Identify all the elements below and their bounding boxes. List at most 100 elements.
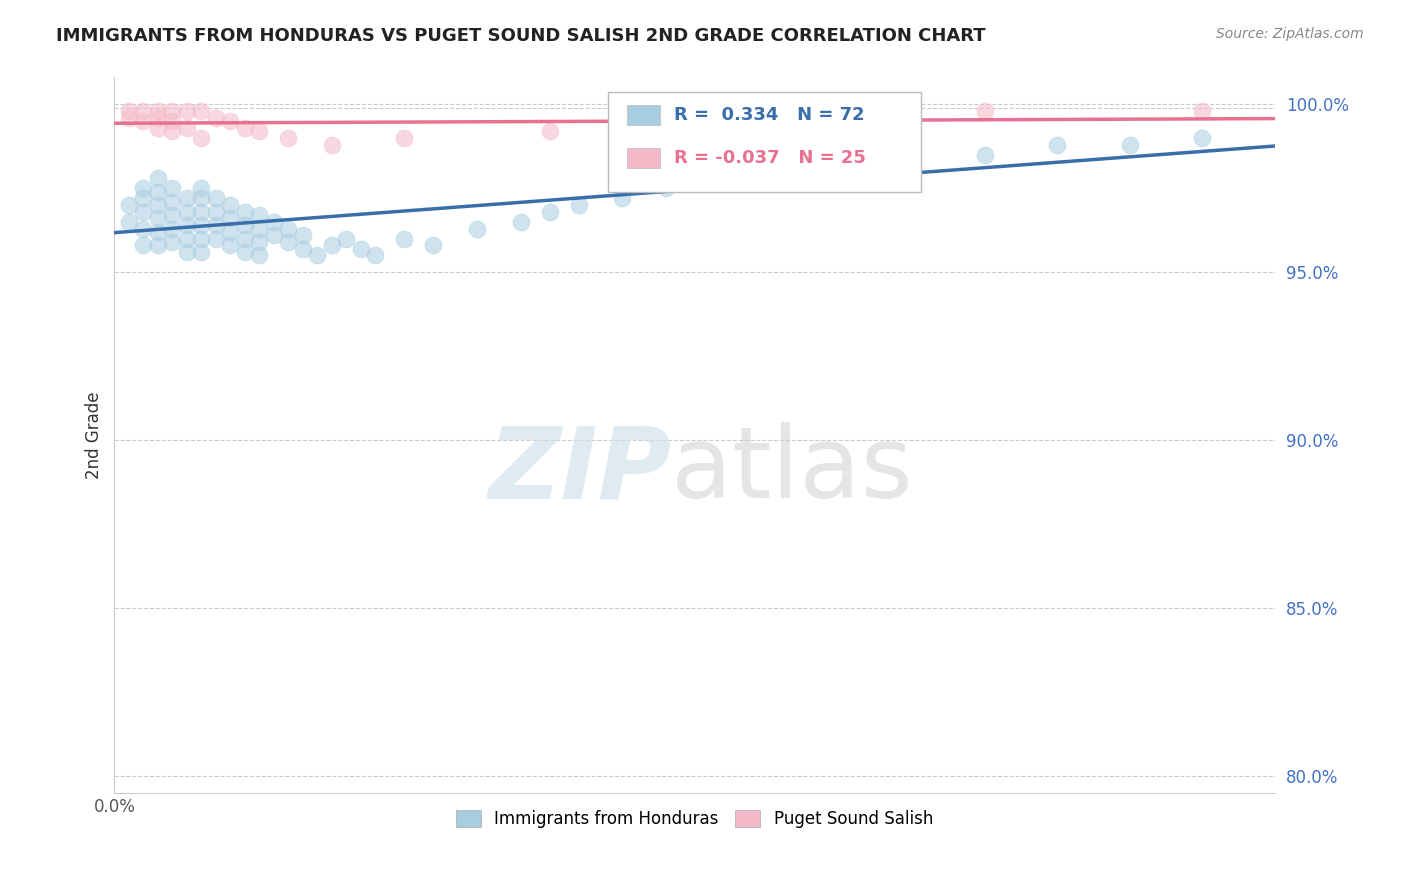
Point bbox=[538, 204, 561, 219]
Point bbox=[219, 225, 242, 239]
Point bbox=[1191, 131, 1213, 145]
Point bbox=[132, 114, 155, 128]
Point bbox=[118, 198, 141, 212]
Point bbox=[118, 111, 141, 125]
Point bbox=[394, 232, 416, 246]
Point bbox=[205, 204, 228, 219]
Point bbox=[610, 191, 633, 205]
Point bbox=[132, 103, 155, 118]
Point bbox=[756, 164, 779, 178]
Point bbox=[901, 147, 924, 161]
Point bbox=[219, 198, 242, 212]
Point bbox=[118, 215, 141, 229]
Point bbox=[190, 218, 212, 232]
Point bbox=[162, 194, 184, 209]
Point bbox=[190, 232, 212, 246]
Point bbox=[176, 191, 198, 205]
Point bbox=[307, 248, 329, 262]
Point bbox=[422, 238, 444, 252]
Point bbox=[1046, 137, 1069, 152]
Point bbox=[973, 147, 995, 161]
Point bbox=[465, 221, 488, 235]
Point bbox=[162, 114, 184, 128]
Bar bbox=[627, 148, 659, 169]
Point bbox=[162, 103, 184, 118]
Point bbox=[162, 235, 184, 249]
Text: atlas: atlas bbox=[671, 422, 912, 519]
Point bbox=[190, 191, 212, 205]
Point bbox=[394, 131, 416, 145]
Point bbox=[176, 103, 198, 118]
Point bbox=[219, 211, 242, 226]
Point bbox=[800, 114, 823, 128]
Text: R =  0.334   N = 72: R = 0.334 N = 72 bbox=[673, 106, 865, 124]
Point bbox=[277, 221, 299, 235]
Point bbox=[176, 218, 198, 232]
FancyBboxPatch shape bbox=[607, 92, 921, 192]
Point bbox=[205, 232, 228, 246]
Point bbox=[146, 211, 169, 226]
Y-axis label: 2nd Grade: 2nd Grade bbox=[86, 392, 103, 479]
Text: R = -0.037   N = 25: R = -0.037 N = 25 bbox=[673, 149, 866, 168]
Point bbox=[277, 131, 299, 145]
Point bbox=[321, 238, 343, 252]
Point bbox=[190, 204, 212, 219]
Point bbox=[190, 103, 212, 118]
Point bbox=[249, 208, 271, 222]
Point bbox=[249, 221, 271, 235]
Point bbox=[146, 238, 169, 252]
Point bbox=[233, 232, 256, 246]
Point bbox=[828, 158, 851, 172]
Point bbox=[146, 225, 169, 239]
Point bbox=[219, 238, 242, 252]
Point bbox=[233, 218, 256, 232]
Point bbox=[219, 114, 242, 128]
Point bbox=[162, 124, 184, 138]
Point bbox=[205, 218, 228, 232]
Text: ZIP: ZIP bbox=[488, 422, 671, 519]
Point bbox=[233, 120, 256, 135]
Point bbox=[132, 221, 155, 235]
Point bbox=[146, 120, 169, 135]
Point bbox=[249, 124, 271, 138]
Point bbox=[509, 215, 531, 229]
Point bbox=[162, 221, 184, 235]
Point bbox=[146, 111, 169, 125]
Point bbox=[205, 191, 228, 205]
Point bbox=[1191, 103, 1213, 118]
Point bbox=[132, 181, 155, 195]
Point bbox=[132, 238, 155, 252]
Point bbox=[249, 235, 271, 249]
Text: IMMIGRANTS FROM HONDURAS VS PUGET SOUND SALISH 2ND GRADE CORRELATION CHART: IMMIGRANTS FROM HONDURAS VS PUGET SOUND … bbox=[56, 27, 986, 45]
Point bbox=[146, 198, 169, 212]
Point bbox=[146, 185, 169, 199]
Point bbox=[162, 208, 184, 222]
Point bbox=[263, 228, 285, 243]
Bar bbox=[627, 105, 659, 126]
Point bbox=[567, 198, 589, 212]
Point bbox=[146, 103, 169, 118]
Point bbox=[277, 235, 299, 249]
Legend: Immigrants from Honduras, Puget Sound Salish: Immigrants from Honduras, Puget Sound Sa… bbox=[450, 803, 939, 834]
Text: Source: ZipAtlas.com: Source: ZipAtlas.com bbox=[1216, 27, 1364, 41]
Point bbox=[350, 242, 373, 256]
Point bbox=[176, 120, 198, 135]
Point bbox=[335, 232, 357, 246]
Point bbox=[176, 245, 198, 260]
Point bbox=[146, 171, 169, 186]
Point bbox=[132, 204, 155, 219]
Point bbox=[291, 242, 314, 256]
Point bbox=[190, 245, 212, 260]
Point bbox=[190, 131, 212, 145]
Point bbox=[132, 191, 155, 205]
Point bbox=[233, 245, 256, 260]
Point bbox=[263, 215, 285, 229]
Point bbox=[1118, 137, 1140, 152]
Point bbox=[176, 204, 198, 219]
Point bbox=[162, 181, 184, 195]
Point bbox=[233, 204, 256, 219]
Point bbox=[249, 248, 271, 262]
Point bbox=[118, 103, 141, 118]
Point bbox=[683, 171, 706, 186]
Point bbox=[973, 103, 995, 118]
